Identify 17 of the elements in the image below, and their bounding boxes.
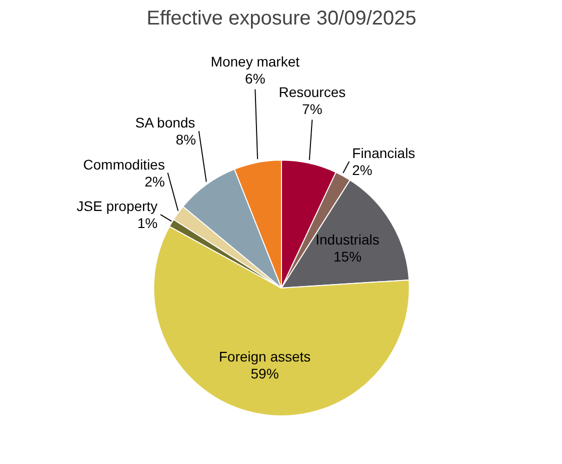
slice-label: SA bonds xyxy=(135,114,196,131)
data-label: 59% xyxy=(250,365,279,382)
slice-label: Money market xyxy=(210,53,300,70)
data-label: 1% xyxy=(137,215,158,232)
data-label: 6% xyxy=(245,70,266,86)
data-label: 2% xyxy=(352,162,372,178)
slice-label: JSE property xyxy=(76,198,158,214)
slice-label: Foreign assets xyxy=(218,348,311,364)
data-label: 2% xyxy=(144,173,165,190)
chart-title: Effective exposure 30/09/2025 xyxy=(146,8,416,30)
data-label: 7% xyxy=(302,100,322,117)
slice-label: Financials xyxy=(352,145,416,162)
slice-label: Resources xyxy=(278,84,346,100)
data-label: 15% xyxy=(334,248,362,264)
slice-label: Commodities xyxy=(83,156,165,172)
slice-label: Industrials xyxy=(316,231,380,248)
data-label: 8% xyxy=(176,132,196,148)
